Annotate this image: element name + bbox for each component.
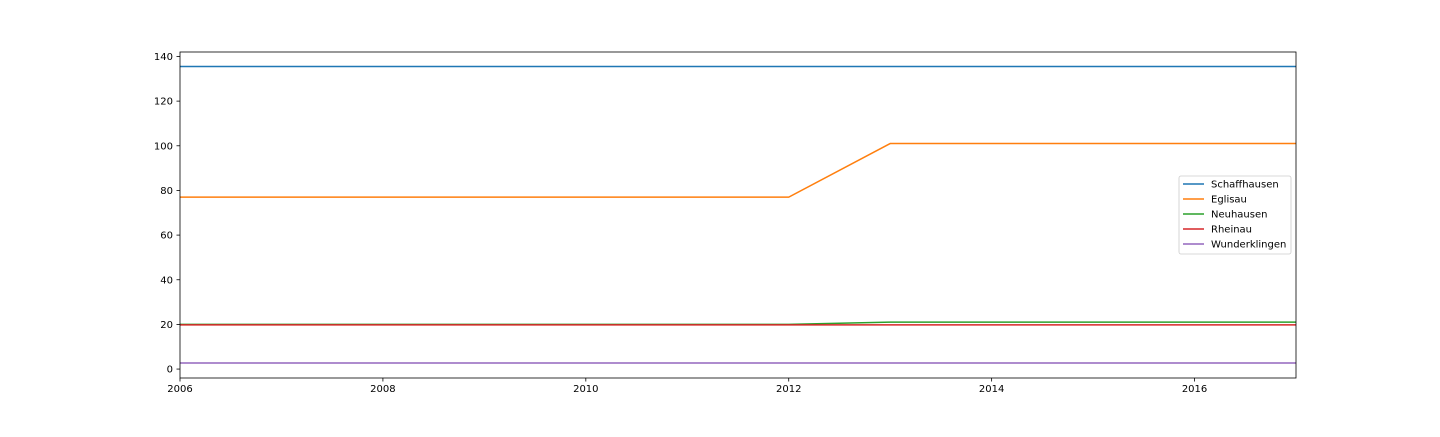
- y-tick-label: 140: [154, 52, 173, 63]
- y-tick-label: 120: [154, 97, 173, 108]
- x-tick-label: 2006: [167, 384, 192, 395]
- legend-label: Schaffhausen: [1211, 180, 1279, 191]
- x-tick-label: 2016: [1182, 384, 1207, 395]
- y-tick-label: 0: [167, 365, 173, 376]
- legend-box: [1178, 175, 1292, 255]
- y-tick-label: 80: [160, 186, 173, 197]
- y-tick-label: 60: [160, 231, 173, 242]
- legend-label: Rheinau: [1211, 225, 1252, 236]
- y-tick-label: 100: [154, 141, 173, 152]
- series-line-eglisau: [180, 142, 1296, 198]
- x-tick-label: 2010: [573, 384, 598, 395]
- y-tick-label: 40: [160, 275, 173, 286]
- x-tick-label: 2012: [776, 384, 801, 395]
- x-axis: 2006 2008 2010 2012 2014 2016: [167, 378, 1207, 395]
- y-axis: 0 20 40 60 80 100 120 140: [154, 52, 180, 376]
- series-layer: [180, 65, 1296, 364]
- legend-label: Eglisau: [1211, 195, 1247, 206]
- legend-label: Neuhausen: [1211, 210, 1267, 221]
- x-tick-label: 2008: [370, 384, 395, 395]
- legend-label: Wunderklingen: [1211, 240, 1286, 251]
- plot-frame: [179, 51, 1297, 379]
- series-line-neuhausen: [180, 321, 1296, 326]
- y-tick-label: 20: [160, 320, 173, 331]
- legend: Schaffhausen Eglisau Neuhausen Rheinau Wunde…: [1178, 175, 1292, 255]
- x-tick-label: 2014: [979, 384, 1004, 395]
